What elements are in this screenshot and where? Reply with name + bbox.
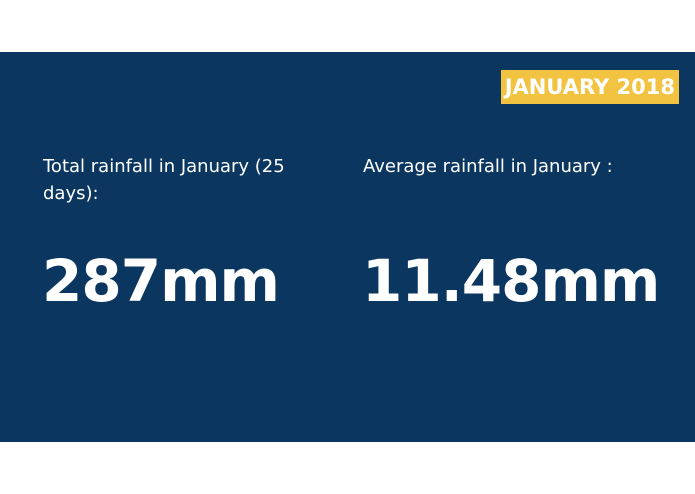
average-rainfall-label: Average rainfall in January : xyxy=(363,156,613,177)
total-rainfall-label: Total rainfall in January (25 days): xyxy=(43,156,285,204)
average-rainfall-value: 11.48mm xyxy=(362,247,660,315)
total-rainfall-value: 287mm xyxy=(42,247,280,315)
month-badge: JANUARY 2018 xyxy=(500,70,679,104)
rainfall-panel: JANUARY 2018 Total rainfall in January (… xyxy=(0,52,695,442)
